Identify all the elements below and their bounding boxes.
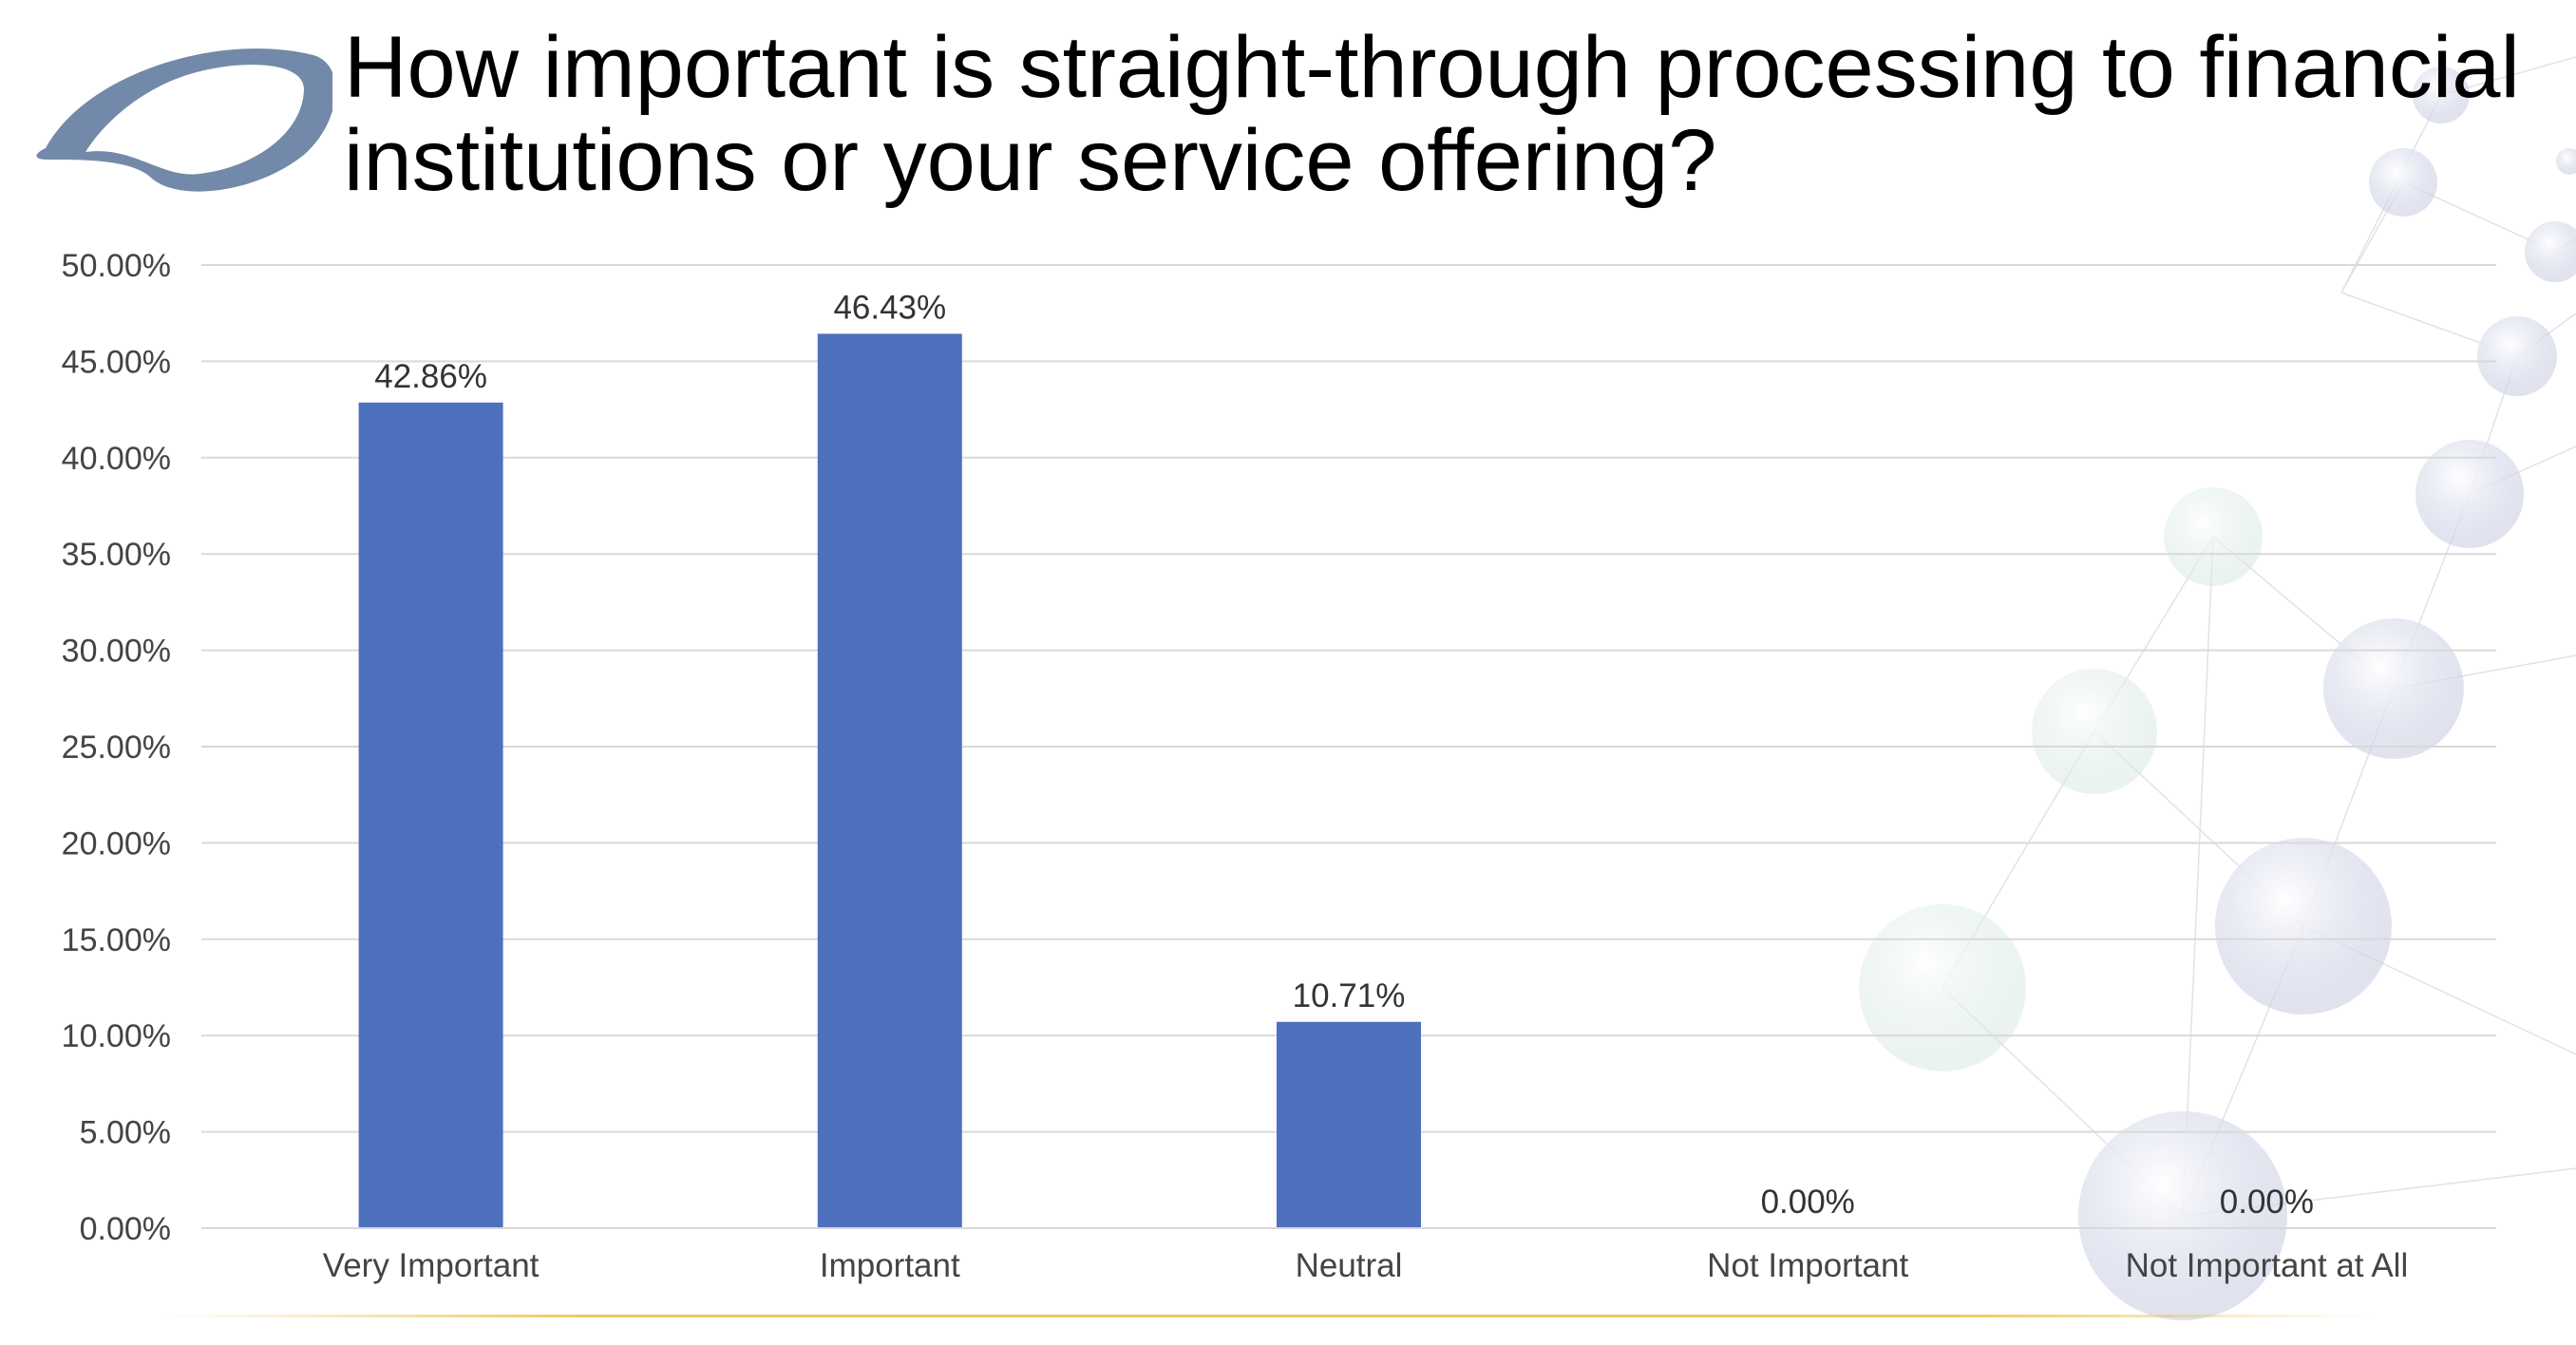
category-label: Not Important at All (2126, 1247, 2409, 1284)
y-tick-label: 50.00% (62, 248, 171, 284)
data-label: 46.43% (833, 289, 946, 326)
category-label: Very Important (323, 1247, 540, 1284)
data-labels: 42.86% 46.43% 10.71% 0.00% 0.00% (374, 289, 2314, 1221)
y-axis-tick-labels: 0.00% 5.00% 10.00% 15.00% 20.00% 25.00% 30.00%… (62, 248, 171, 1247)
y-tick-label: 20.00% (62, 825, 171, 862)
y-tick-label: 15.00% (62, 922, 171, 958)
bar (358, 402, 503, 1228)
oval-swoosh-logo-icon (36, 48, 332, 192)
y-tick-label: 10.00% (62, 1018, 171, 1054)
bar (817, 333, 962, 1228)
y-tick-label: 0.00% (80, 1211, 171, 1247)
y-tick-label: 35.00% (62, 537, 171, 573)
bars (358, 333, 1421, 1228)
y-tick-label: 45.00% (62, 344, 171, 380)
x-axis-category-labels: Very Important Important Neutral Not Import… (323, 1247, 2408, 1284)
bar (1277, 1021, 1421, 1228)
category-label: Important (820, 1247, 960, 1284)
category-label: Neutral (1296, 1247, 1403, 1284)
footer-accent-line (161, 1315, 2375, 1317)
y-tick-label: 5.00% (80, 1115, 171, 1151)
y-tick-label: 30.00% (62, 634, 171, 670)
category-label: Not Important (1707, 1247, 1908, 1284)
data-label: 0.00% (1761, 1184, 1855, 1221)
y-tick-label: 40.00% (62, 441, 171, 477)
data-label: 0.00% (2220, 1184, 2314, 1221)
gridlines (201, 264, 2496, 1133)
y-tick-label: 25.00% (62, 729, 171, 766)
data-label: 10.71% (1293, 977, 1406, 1014)
slide-title: How important is straight-through proces… (344, 19, 2520, 209)
data-label: 42.86% (374, 358, 487, 395)
